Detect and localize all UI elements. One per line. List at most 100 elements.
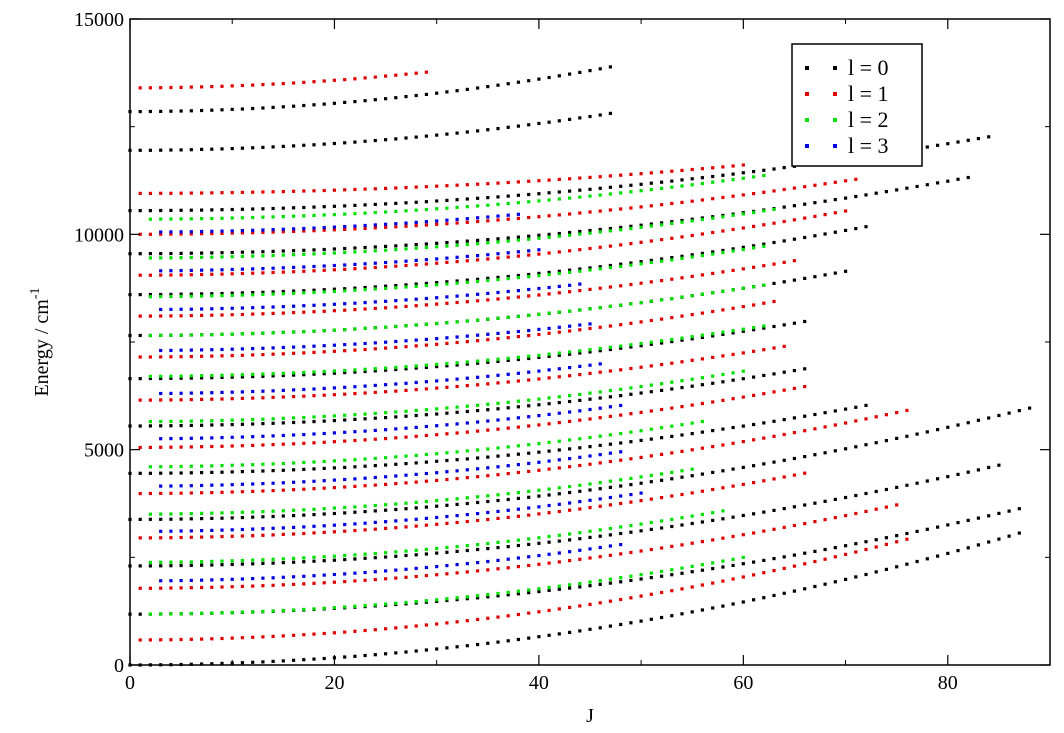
point — [670, 494, 674, 498]
point — [281, 144, 285, 148]
point — [312, 415, 316, 419]
point — [833, 230, 837, 234]
point — [670, 424, 674, 428]
point — [455, 377, 459, 381]
point — [455, 340, 459, 345]
point — [792, 523, 796, 528]
point — [690, 294, 694, 298]
point — [373, 527, 377, 531]
point — [598, 286, 602, 290]
point — [649, 171, 653, 175]
point — [445, 280, 449, 284]
point — [731, 441, 735, 445]
point — [414, 220, 418, 224]
point — [240, 463, 244, 467]
point — [598, 626, 602, 630]
point — [148, 333, 152, 338]
point — [527, 294, 531, 298]
point — [813, 584, 817, 589]
point — [803, 414, 807, 418]
point — [189, 251, 193, 255]
point — [363, 262, 367, 266]
point — [240, 636, 244, 640]
point — [660, 203, 664, 207]
point — [292, 442, 296, 446]
point — [660, 569, 664, 574]
point — [435, 91, 439, 95]
point — [629, 621, 633, 625]
point — [251, 510, 255, 514]
point — [639, 182, 643, 186]
point — [516, 314, 520, 318]
point — [690, 521, 694, 526]
point — [619, 552, 623, 556]
point — [700, 176, 704, 180]
point — [384, 602, 388, 606]
point — [905, 483, 909, 487]
point — [159, 307, 163, 312]
point — [445, 550, 449, 554]
point — [322, 656, 326, 661]
point — [578, 418, 582, 422]
point — [159, 148, 163, 152]
point — [639, 365, 643, 369]
point — [588, 556, 592, 560]
point — [516, 444, 520, 448]
point — [148, 517, 152, 521]
point — [486, 360, 490, 364]
point — [138, 377, 142, 381]
point — [486, 358, 490, 362]
point — [976, 516, 980, 520]
point — [700, 401, 704, 406]
point — [547, 178, 551, 182]
point — [629, 524, 633, 528]
point — [343, 141, 347, 145]
point — [169, 374, 173, 378]
point — [384, 416, 388, 420]
point — [179, 517, 183, 521]
point — [506, 426, 510, 430]
point — [322, 264, 326, 268]
point — [782, 219, 786, 224]
point — [332, 343, 336, 347]
point — [660, 186, 664, 190]
point — [670, 221, 674, 226]
point — [179, 535, 183, 540]
point — [588, 529, 592, 533]
point — [516, 416, 520, 420]
point — [404, 283, 408, 287]
point — [455, 405, 459, 409]
point — [148, 148, 152, 152]
point — [506, 315, 510, 319]
band-l1-10 — [138, 163, 745, 195]
point — [588, 266, 592, 270]
point — [312, 394, 316, 398]
point — [200, 445, 204, 449]
point — [792, 416, 796, 420]
point — [281, 421, 285, 425]
point — [629, 386, 633, 390]
point — [251, 660, 255, 664]
point — [312, 487, 316, 491]
point — [394, 455, 398, 459]
point — [506, 508, 510, 512]
point — [189, 354, 193, 359]
point — [895, 485, 899, 489]
point — [189, 578, 193, 582]
point — [936, 554, 940, 558]
point — [445, 564, 449, 568]
point — [343, 188, 347, 192]
point — [792, 369, 796, 373]
point — [537, 397, 541, 401]
point — [608, 229, 612, 233]
point — [353, 262, 357, 266]
point — [414, 574, 418, 579]
point — [445, 295, 449, 299]
point — [649, 390, 653, 394]
point — [404, 549, 408, 553]
point — [343, 477, 347, 482]
point — [537, 215, 541, 219]
point — [639, 341, 643, 346]
point — [476, 403, 480, 407]
point — [557, 213, 561, 217]
